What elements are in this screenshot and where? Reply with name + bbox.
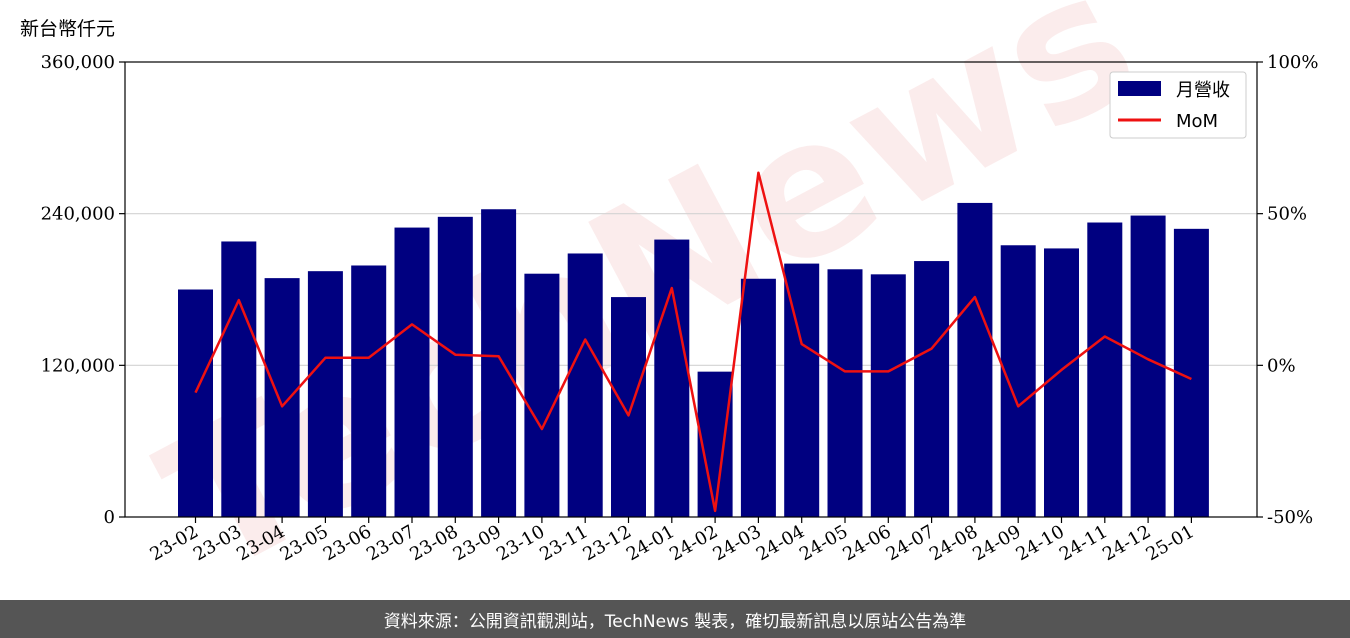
bar-23-08 <box>437 216 473 517</box>
right-tick-label-0: -50% <box>1267 507 1313 528</box>
x-tick-label-24-12: 24-12 <box>1099 521 1154 565</box>
left-y-axis: 0 120,000 240,000 360,000 <box>41 52 125 528</box>
legend-label-revenue: 月營收 <box>1176 80 1230 101</box>
bar-24-09 <box>1000 245 1036 517</box>
x-tick-label-24-01: 24-01 <box>623 521 678 565</box>
x-tick-label-23-12: 23-12 <box>580 521 635 565</box>
legend-bar-swatch <box>1118 81 1161 96</box>
mom-line-series <box>194 171 1192 513</box>
right-tick-label-3: 100% <box>1267 52 1318 73</box>
footer-text: 資料來源：公開資訊觀測站，TechNews 製表，確切最新訊息以原站公告為準 <box>383 611 967 632</box>
bar-23-10 <box>524 273 560 517</box>
right-y-axis: -50% 0% 50% 100% <box>1257 52 1318 528</box>
bar-24-06 <box>870 274 906 517</box>
x-tick-label-24-04: 24-04 <box>753 521 808 565</box>
x-tick-label-24-11: 24-11 <box>1056 521 1111 565</box>
bar-24-07 <box>914 261 950 517</box>
bar-24-01 <box>654 239 690 517</box>
x-tick-label-24-09: 24-09 <box>969 521 1024 565</box>
left-tick-label-2: 240,000 <box>41 204 115 225</box>
legend: 月營收 MoM <box>1109 71 1247 139</box>
y-axis-unit-label: 新台幣仟元 <box>20 18 116 40</box>
right-tick-label-2: 50% <box>1267 204 1307 225</box>
x-tick-label-23-08: 23-08 <box>406 521 461 565</box>
plot-border <box>124 61 1258 518</box>
bar-23-06 <box>351 265 387 517</box>
right-tick-label-1: 0% <box>1267 355 1296 376</box>
x-tick-label-23-09: 23-09 <box>450 521 505 565</box>
x-tick-label-23-02: 23-02 <box>147 521 202 565</box>
bar-24-12 <box>1130 215 1166 517</box>
bar-24-11 <box>1087 222 1123 517</box>
bar-23-11 <box>567 253 603 517</box>
left-tick-label-3: 360,000 <box>41 52 115 73</box>
x-tick-label-23-11: 23-11 <box>536 521 591 565</box>
bar-23-04 <box>264 278 300 517</box>
x-tick-label-23-10: 23-10 <box>493 521 548 565</box>
bar-23-02 <box>178 289 213 517</box>
bar-23-03 <box>221 241 257 517</box>
x-tick-label-24-10: 24-10 <box>1013 521 1068 565</box>
x-tick-label-24-05: 24-05 <box>796 521 851 565</box>
bar-23-07 <box>394 227 430 517</box>
bar-series <box>178 202 1209 518</box>
x-tick-label-25-01: 25-01 <box>1142 521 1197 565</box>
plot-frame <box>124 61 1258 518</box>
x-tick-label-24-02: 24-02 <box>666 521 721 565</box>
bar-23-12 <box>611 297 646 517</box>
x-tick-label-24-07: 24-07 <box>883 521 938 565</box>
source-footer: 資料來源：公開資訊觀測站，TechNews 製表，確切最新訊息以原站公告為準 <box>0 600 1350 638</box>
x-tick-label-24-08: 24-08 <box>926 521 981 565</box>
left-tick-label-1: 120,000 <box>41 355 115 376</box>
bar-24-10 <box>1044 248 1079 517</box>
bar-23-09 <box>481 209 517 518</box>
left-tick-label-0: 0 <box>104 507 115 528</box>
legend-label-mom: MoM <box>1176 111 1218 132</box>
bar-24-05 <box>827 269 863 517</box>
x-tick-label-24-03: 24-03 <box>709 521 764 565</box>
x-tick-label-24-06: 24-06 <box>839 521 894 565</box>
bar-24-03 <box>740 278 776 517</box>
bar-24-08 <box>957 202 993 517</box>
mom-line <box>194 171 1192 513</box>
bar-23-05 <box>307 271 343 517</box>
bar-24-04 <box>784 263 820 517</box>
